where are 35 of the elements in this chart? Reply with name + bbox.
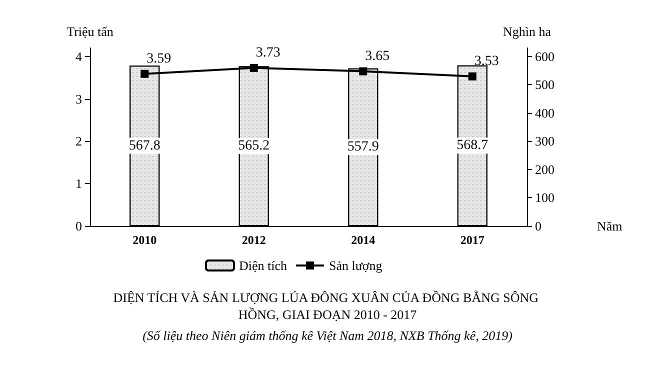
- point: [250, 64, 258, 72]
- data-label: 3.53: [474, 54, 499, 69]
- y-tick-label: 1: [76, 176, 82, 192]
- data-label: 565.2: [238, 138, 270, 154]
- text: (Số liệu theo Niên giám thống kê Việt Nam 2018, NXB Thống kê, 2019): [142, 328, 512, 343]
- y2-axis-title: Nghìn ha: [502, 24, 552, 39]
- y2-tick-label: 0: [535, 218, 542, 234]
- text: DIỆN TÍCH VÀ SẢN LƯỢNG LÚA ĐÔNG XUÂN CỦA ĐỒNG BẰNG SÔNG HỒNG, GIAI ĐOẠN 2010 - 2017: [113, 290, 542, 322]
- y-tick-label: 0: [76, 218, 82, 234]
- data-label: 568.7: [456, 138, 488, 154]
- y2-tick-label: 500: [535, 77, 554, 92]
- x-tick-label: 2012: [242, 233, 266, 247]
- x-tick-label: 2014: [351, 233, 376, 247]
- y-tick-label: 4: [76, 48, 82, 64]
- data-label: 567.8: [128, 138, 160, 154]
- x-axis-title: Năm: [597, 218, 622, 234]
- y-tick-label: 3: [76, 91, 82, 106]
- point: [140, 70, 149, 78]
- y2-tick-label: 600: [535, 48, 554, 64]
- point: [359, 67, 368, 76]
- x-tick-label: 2010: [132, 233, 157, 247]
- point: [468, 72, 476, 80]
- y-axis-title: Triệu tấn: [66, 24, 114, 39]
- x-tick-label: 2017: [460, 233, 484, 247]
- y2-tick-label: 400: [535, 105, 554, 120]
- y2-tick-label: 200: [535, 162, 554, 177]
- data-label: 3.59: [146, 51, 172, 66]
- y-tick-label: 2: [76, 134, 82, 149]
- y2-tick-label: 100: [535, 190, 554, 206]
- legend-label: Sản lượng: [329, 258, 383, 273]
- data-label: 3.65: [365, 48, 390, 64]
- y2-tick-label: 300: [535, 134, 554, 149]
- data-label: 3.73: [256, 45, 280, 60]
- data-label: 557.9: [347, 140, 379, 155]
- legend-label: Diện tích: [239, 258, 288, 273]
